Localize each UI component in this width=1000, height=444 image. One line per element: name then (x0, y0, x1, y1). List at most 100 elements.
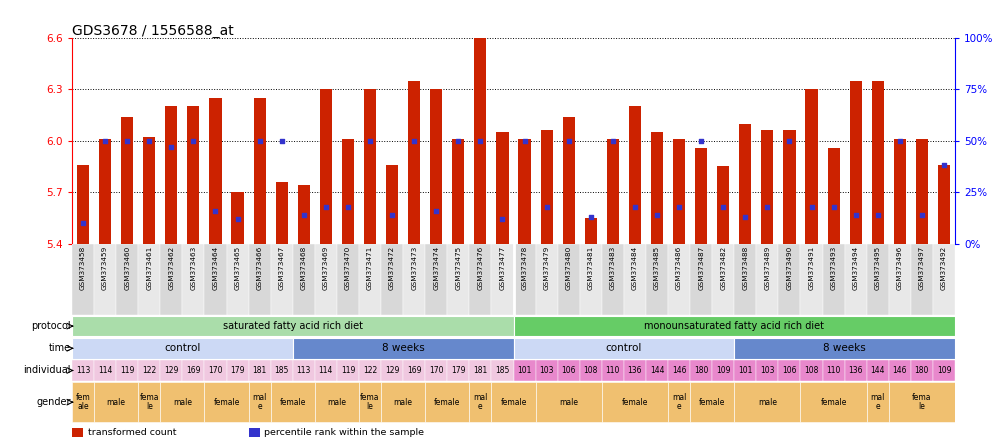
Bar (72, 428, 83, 437)
Point (207, 207, 223, 214)
Text: GSM373488: GSM373488 (742, 246, 748, 290)
Text: GSM373492: GSM373492 (941, 246, 947, 290)
Text: time: time (49, 343, 71, 353)
Point (671, 203, 687, 210)
Bar (756, 360, 778, 381)
Bar (447, 360, 469, 381)
Bar (249, 360, 271, 381)
Bar (204, 244, 227, 315)
Point (870, 211, 886, 218)
Text: 106: 106 (561, 366, 576, 375)
Text: female: female (622, 398, 648, 407)
Bar (408, 81, 420, 244)
Text: male: male (327, 398, 346, 407)
Point (914, 211, 930, 218)
Bar (121, 117, 133, 244)
Bar (72, 382, 94, 422)
Bar (276, 182, 288, 244)
Point (759, 203, 775, 210)
Text: 179: 179 (451, 366, 466, 375)
Point (274, 137, 290, 144)
Text: transformed count: transformed count (88, 428, 176, 437)
Text: 170: 170 (429, 366, 443, 375)
Bar (249, 382, 271, 422)
Bar (187, 107, 199, 244)
Text: GSM373462: GSM373462 (168, 246, 174, 290)
Bar (867, 360, 889, 381)
Bar (734, 338, 955, 358)
Point (494, 215, 510, 222)
Text: GSM373471: GSM373471 (367, 246, 373, 290)
Bar (624, 244, 646, 315)
Point (605, 137, 621, 144)
Bar (254, 98, 266, 244)
Bar (850, 81, 862, 244)
Bar (231, 192, 244, 244)
Point (362, 137, 378, 144)
Bar (160, 382, 204, 422)
Text: 144: 144 (870, 366, 885, 375)
Text: 103: 103 (539, 366, 554, 375)
Bar (204, 382, 249, 422)
Bar (491, 382, 536, 422)
Point (472, 137, 488, 144)
Text: GSM373470: GSM373470 (345, 246, 351, 290)
Text: GSM373477: GSM373477 (499, 246, 505, 290)
Text: 110: 110 (606, 366, 620, 375)
Text: 113: 113 (76, 366, 90, 375)
Text: fema
le: fema le (912, 393, 932, 411)
Text: GSM373486: GSM373486 (676, 246, 682, 290)
Text: 146: 146 (672, 366, 686, 375)
Text: GSM373469: GSM373469 (323, 246, 329, 290)
Bar (602, 244, 624, 315)
Text: 180: 180 (694, 366, 708, 375)
Bar (491, 244, 514, 315)
Point (781, 137, 797, 144)
Text: mal
e: mal e (473, 393, 488, 411)
Text: 119: 119 (341, 366, 355, 375)
Point (185, 137, 201, 144)
Bar (77, 165, 89, 244)
Point (141, 137, 157, 144)
Bar (72, 244, 94, 315)
Text: monounsaturated fatty acid rich diet: monounsaturated fatty acid rich diet (644, 321, 824, 331)
Text: 185: 185 (275, 366, 289, 375)
Bar (646, 360, 668, 381)
Point (75, 220, 91, 227)
Text: GSM373474: GSM373474 (433, 246, 439, 290)
Text: 136: 136 (848, 366, 863, 375)
Text: 170: 170 (208, 366, 223, 375)
Text: GSM373495: GSM373495 (875, 246, 881, 290)
Bar (342, 139, 354, 244)
Bar (293, 244, 315, 315)
Bar (518, 139, 531, 244)
Bar (690, 382, 734, 422)
Bar (734, 244, 756, 315)
Point (384, 211, 400, 218)
Bar (668, 244, 690, 315)
Text: GSM373485: GSM373485 (654, 246, 660, 290)
Bar (452, 139, 464, 244)
Bar (695, 147, 707, 244)
Text: GSM373497: GSM373497 (919, 246, 925, 290)
Text: male: male (173, 398, 192, 407)
Text: 179: 179 (230, 366, 245, 375)
Bar (469, 244, 491, 315)
Bar (94, 382, 138, 422)
Bar (425, 382, 469, 422)
Text: GSM373482: GSM373482 (720, 246, 726, 290)
Text: 181: 181 (253, 366, 267, 375)
Text: GSM373472: GSM373472 (389, 246, 395, 290)
Text: female: female (820, 398, 847, 407)
Bar (227, 360, 249, 381)
Bar (911, 360, 933, 381)
Text: GSM373466: GSM373466 (257, 246, 263, 290)
Text: mal
e: mal e (252, 393, 267, 411)
Text: male: male (394, 398, 413, 407)
Bar (646, 244, 668, 315)
Text: GSM373493: GSM373493 (831, 246, 837, 290)
Text: GSM373461: GSM373461 (146, 246, 152, 290)
Point (892, 137, 908, 144)
Text: GSM373473: GSM373473 (411, 246, 417, 290)
Bar (690, 244, 712, 315)
